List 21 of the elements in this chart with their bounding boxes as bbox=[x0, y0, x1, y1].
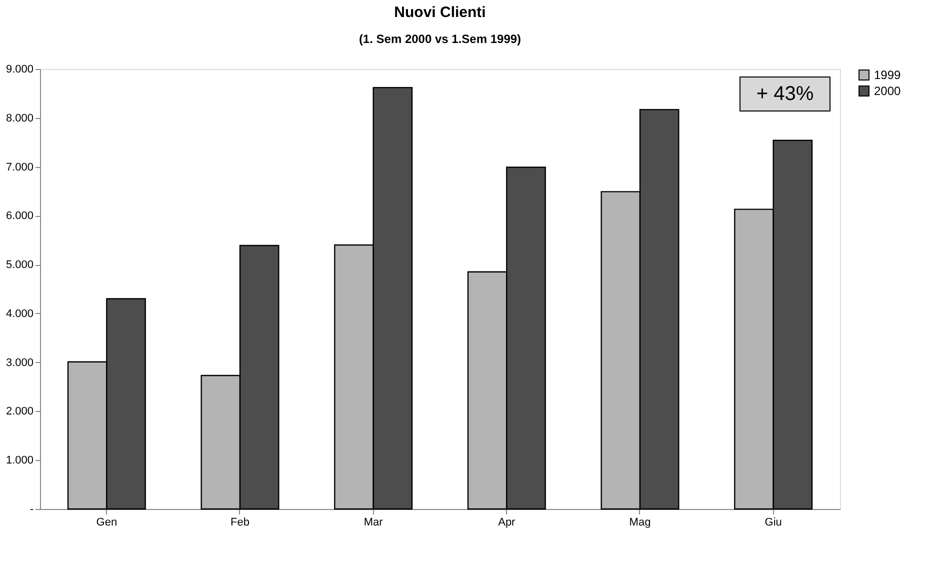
x-tick-label: Mag bbox=[629, 516, 651, 528]
x-tick-label: Apr bbox=[498, 516, 516, 528]
legend-label: 2000 bbox=[874, 84, 902, 98]
y-tick-label: 5.000 bbox=[6, 259, 34, 272]
y-tick-label: 6.000 bbox=[6, 210, 34, 222]
x-tick-label: Gen bbox=[96, 516, 118, 528]
y-tick-label: 2.000 bbox=[6, 406, 34, 418]
annotation: + 43% bbox=[756, 83, 814, 105]
x-tick-label: Feb bbox=[230, 516, 250, 528]
y-tick-label: - bbox=[30, 504, 34, 516]
y-tick-label: 9.000 bbox=[6, 64, 34, 76]
x-tick-label: Giu bbox=[764, 516, 782, 528]
y-tick-label: 1.000 bbox=[6, 454, 34, 467]
y-tick-label: 3.000 bbox=[6, 356, 34, 369]
chart-subtitle: (1. Sem 2000 vs 1.Sem 1999) bbox=[358, 32, 522, 46]
chart-title: Nuovi Clienti bbox=[394, 4, 486, 21]
y-tick-label: 7.000 bbox=[6, 161, 34, 174]
y-tick-label: 8.000 bbox=[6, 112, 34, 124]
x-tick-label: Mar bbox=[364, 516, 384, 528]
legend-label: 1999 bbox=[874, 68, 902, 82]
y-tick-label: 4.000 bbox=[6, 308, 34, 320]
